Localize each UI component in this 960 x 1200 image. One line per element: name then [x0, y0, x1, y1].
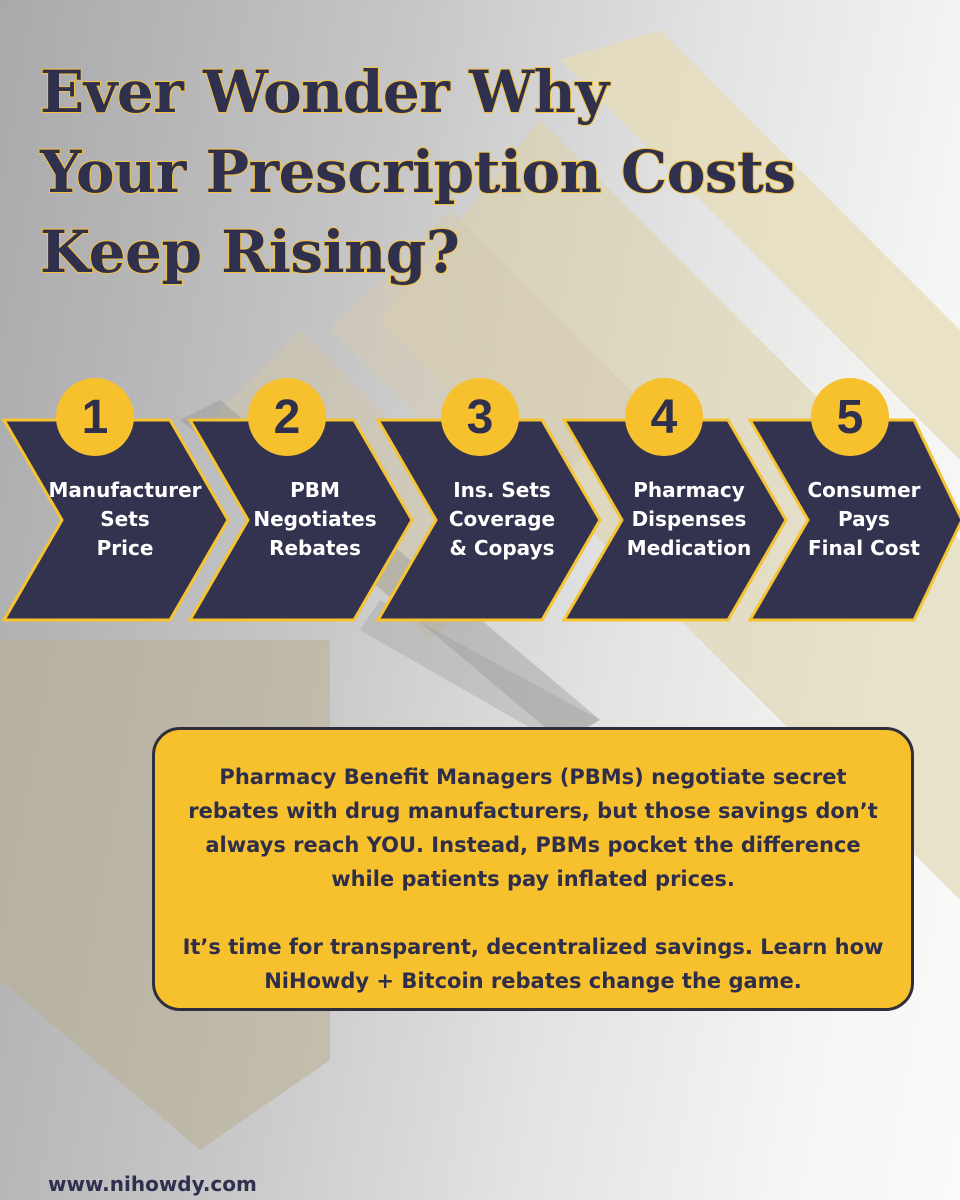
step-3-label: Ins. Sets Coverage & Copays — [417, 476, 587, 563]
headline-line-2: Your Prescription Costs — [39, 137, 797, 207]
step-5-label-line: Pays — [838, 507, 890, 531]
info-paragraph-1: Pharmacy Benefit Managers (PBMs) negotia… — [188, 765, 878, 891]
info-callout: Pharmacy Benefit Managers (PBMs) negotia… — [152, 727, 914, 1011]
info-paragraph-2: It’s time for transparent, decentralized… — [182, 935, 884, 993]
headline-line-1: Ever Wonder Why — [39, 57, 610, 127]
step-3-label-line: Coverage — [448, 507, 556, 531]
step-chevron-3 — [375, 418, 602, 622]
step-1-label: Manufacturer Sets Price — [40, 476, 210, 563]
step-4-number: 4 — [625, 378, 703, 456]
step-2-label-line: Negotiates — [253, 507, 377, 531]
step-chevron-1 — [1, 418, 230, 622]
step-4-label-line: Medication — [626, 536, 752, 560]
step-1-number: 1 — [56, 378, 134, 456]
step-2-label-line: Rebates — [269, 536, 361, 560]
step-3-label-line: Ins. Sets — [453, 478, 551, 502]
headline-line-3: Keep Rising? — [39, 217, 461, 287]
step-2-label: PBM Negotiates Rebates — [230, 476, 400, 563]
step-1-label-line: Price — [96, 536, 154, 560]
step-3-number: 3 — [441, 378, 519, 456]
page-headline: Ever Wonder Why Your Prescription Costs … — [39, 52, 920, 292]
step-4-label-line: Dispenses — [631, 507, 747, 531]
step-chevron-4 — [561, 418, 788, 622]
step-chevron-5 — [747, 418, 960, 622]
step-4-label: Pharmacy Dispenses Medication — [604, 476, 774, 563]
step-4-label-line: Pharmacy — [633, 478, 745, 502]
step-2-label-line: PBM — [290, 478, 340, 502]
step-5-label: Consumer Pays Final Cost — [779, 476, 949, 563]
step-chevron-2 — [187, 418, 414, 622]
step-5-label-line: Consumer — [807, 478, 921, 502]
step-1-label-line: Manufacturer — [48, 478, 202, 502]
step-3-label-line: & Copays — [449, 536, 555, 560]
step-1-label-line: Sets — [100, 507, 150, 531]
step-2-number: 2 — [248, 378, 326, 456]
step-5-label-line: Final Cost — [808, 536, 920, 560]
footer-website-link[interactable]: www.nihowdy.com — [48, 1172, 257, 1196]
step-5-number: 5 — [811, 378, 889, 456]
